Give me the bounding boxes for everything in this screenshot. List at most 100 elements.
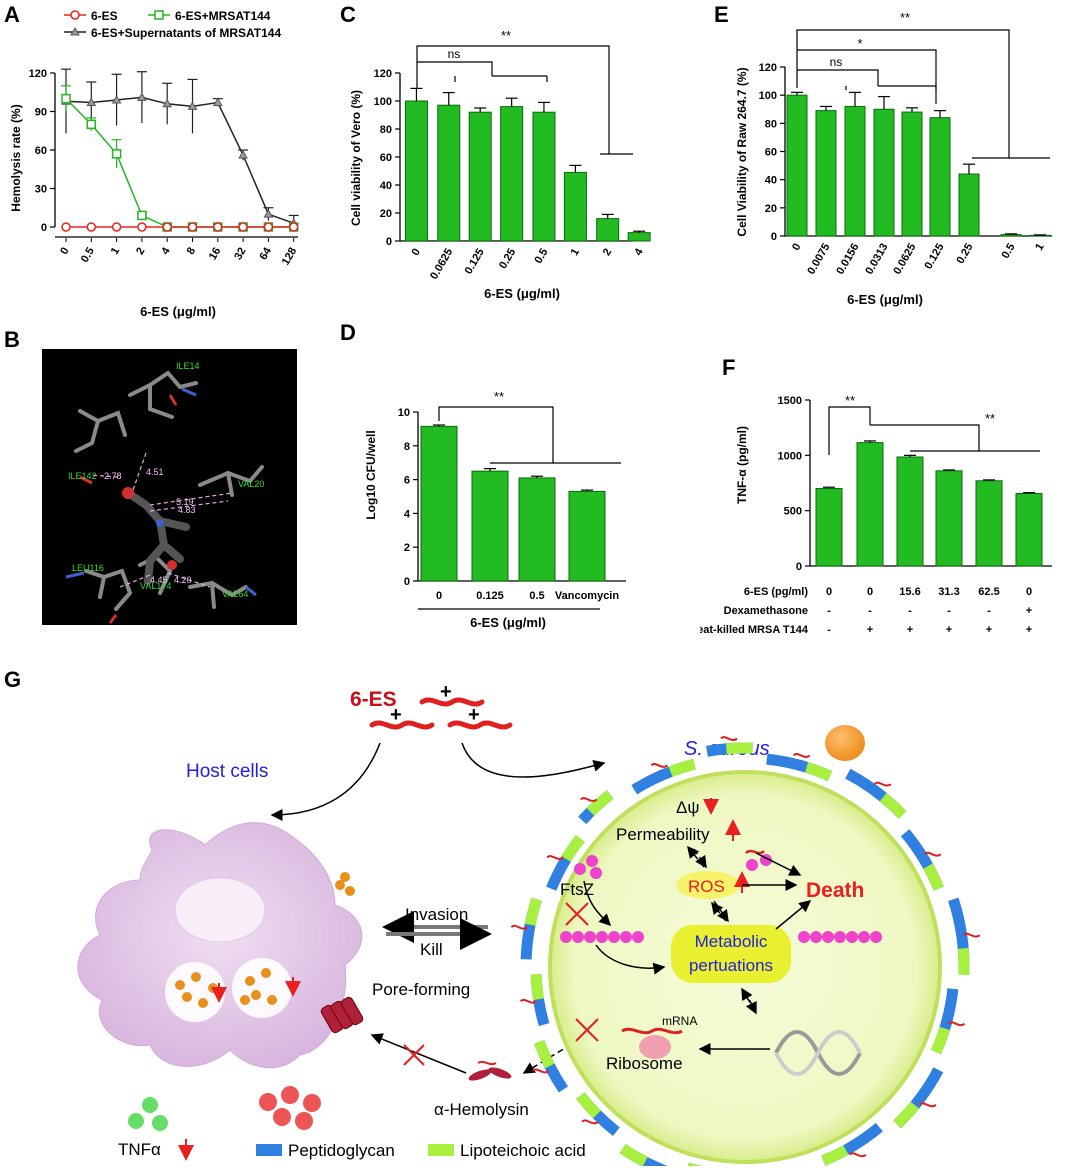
chart-e-ytick-6: 120 bbox=[759, 62, 777, 74]
chart-c-ytick-5: 100 bbox=[374, 96, 392, 108]
chart-f-bar-5 bbox=[1015, 493, 1043, 567]
chart-f-ylabel: TNF-α (pg/ml) bbox=[735, 426, 749, 504]
legend-peptidoglycan: Peptidoglycan bbox=[288, 1141, 395, 1160]
chart-e-xtick-7: 0.5 bbox=[1000, 242, 1018, 261]
chart-a-series-line-2 bbox=[65, 96, 294, 224]
chart-a-xtick-6: 16 bbox=[207, 246, 224, 263]
chart-e-ytick-5: 100 bbox=[759, 90, 777, 102]
ftsz-polymer-right bbox=[798, 931, 882, 943]
wall-lta-5 bbox=[957, 947, 970, 975]
chart-c-xtick-1: 0.0625 bbox=[428, 247, 455, 282]
pore-forming-label: Pore-forming bbox=[372, 980, 470, 999]
chart-f-row3-cell-2: + bbox=[907, 624, 913, 636]
chart-e-bar-4 bbox=[901, 111, 923, 237]
chart-e-ytick-4: 80 bbox=[765, 118, 777, 130]
chart-f-row2-cell-2: - bbox=[908, 605, 912, 617]
chart-f-ytick-3: 1500 bbox=[778, 395, 802, 407]
panel-d: D Log10 CFU/well 6-ES (μg/ml) ** 0 2 4 6 8 10… bbox=[340, 320, 670, 645]
chart-f: TNF-α (pg/ml) ** ** 6-ES (pg/ml) Dexamet… bbox=[689, 393, 1052, 636]
residue-val20: VAL20 bbox=[238, 479, 264, 489]
chart-d-ytick-5: 10 bbox=[398, 407, 410, 419]
chart-f-bar-3 bbox=[935, 470, 963, 567]
chart-e-xtick-2: 0.0156 bbox=[834, 242, 861, 277]
metabolic-line2: pertuations bbox=[689, 956, 773, 975]
wall-drug-15 bbox=[510, 924, 529, 930]
chart-f-row2-cell-0: - bbox=[827, 605, 831, 617]
chart-f-star1: ** bbox=[845, 393, 855, 408]
chart-c-star: ** bbox=[501, 28, 511, 43]
chart-a-point-0-2 bbox=[111, 222, 122, 232]
panel-d-letter: D bbox=[340, 320, 356, 345]
panel-g-letter: G bbox=[4, 667, 22, 692]
chart-a-xtick-8: 64 bbox=[257, 245, 274, 262]
chart-c-ytick-6: 120 bbox=[374, 68, 392, 80]
intracellular-bacteria bbox=[175, 872, 355, 1008]
wall-drug-3 bbox=[874, 781, 892, 787]
chart-a-xtick-9: 128 bbox=[280, 246, 300, 268]
chart-c-bar-7 bbox=[627, 232, 651, 242]
chart-c-xtick-3: 0.25 bbox=[497, 247, 518, 272]
chart-f-row3-cell-4: + bbox=[986, 624, 992, 636]
chart-c-ytick-2: 40 bbox=[380, 180, 392, 192]
cell-wall bbox=[510, 736, 981, 1171]
chart-e-ns: ns bbox=[830, 55, 843, 69]
host-cells-label: Host cells bbox=[186, 761, 268, 782]
chart-d-xtick-0: 0 bbox=[436, 590, 442, 602]
chart-f-sig-brackets bbox=[828, 406, 1040, 455]
chart-c-sig-brackets bbox=[416, 45, 633, 155]
orange-particle bbox=[825, 725, 865, 761]
ftsz-label: FtsZ bbox=[560, 880, 594, 899]
distance-3: 4.83 bbox=[178, 505, 196, 515]
tnf-label: TNFα bbox=[118, 1140, 161, 1159]
ligand bbox=[124, 489, 190, 585]
wall-drug-13 bbox=[532, 1068, 550, 1074]
chart-f-row1-cell-3: 31.3 bbox=[938, 586, 959, 598]
chart-a-point-0-8 bbox=[263, 222, 274, 232]
chart-e-sig-brackets bbox=[796, 29, 1050, 159]
drug-label: 6-ES bbox=[350, 688, 397, 711]
chart-f-row2-cell-3: - bbox=[947, 605, 951, 617]
chart-a-point-2-1 bbox=[86, 97, 97, 107]
chart-f-row3-cell-1: + bbox=[867, 624, 873, 636]
wall-drug-8 bbox=[849, 1152, 867, 1158]
dna-helix bbox=[774, 1030, 862, 1076]
dpsi-label: Δψ bbox=[676, 798, 699, 817]
chart-f-row2-cell-5: + bbox=[1026, 605, 1032, 617]
distance-4: 4.45 bbox=[150, 575, 168, 585]
chart-a-xlabel: 6-ES (μg/ml) bbox=[140, 304, 216, 319]
svg-text:+: + bbox=[468, 704, 480, 726]
nitrogen-atoms bbox=[65, 387, 257, 597]
wall-lta-7 bbox=[893, 1101, 920, 1129]
wall-drug-0 bbox=[650, 763, 669, 768]
legend-a-2: 6-ES+Supernatants of MRSAT144 bbox=[91, 26, 281, 40]
wall-lta-3 bbox=[879, 792, 907, 819]
chart-e-xtick-6: 0.25 bbox=[954, 242, 975, 267]
chart-e-ytick-0: 0 bbox=[771, 231, 777, 243]
ribosome-label: Ribosome bbox=[606, 1054, 683, 1073]
chart-e-bar-0 bbox=[786, 94, 808, 237]
chart-a-ytick-0: 0 bbox=[41, 222, 47, 234]
chart-f-row1-cell-5: 0 bbox=[1026, 586, 1032, 598]
chart-d-bar-1 bbox=[471, 470, 509, 582]
chart-e-xtick-5: 0.125 bbox=[922, 242, 946, 272]
chart-c-ytick-4: 80 bbox=[380, 124, 392, 136]
chart-d-xtick-1: 0.125 bbox=[476, 590, 504, 602]
distance-2: 5.19 bbox=[176, 497, 194, 507]
chart-f-ytick-1: 500 bbox=[784, 506, 802, 518]
chart-e-xtick-1: 0.0075 bbox=[805, 242, 832, 277]
chart-a-point-2-6 bbox=[212, 97, 223, 107]
wall-drug-12 bbox=[581, 1119, 599, 1125]
pathway-arrows bbox=[583, 845, 812, 1055]
chart-c-bar-0 bbox=[404, 100, 428, 242]
chart-f-ytick-0: 0 bbox=[796, 561, 802, 573]
wall-lta-2 bbox=[804, 762, 833, 782]
chart-c: Cell viability of Vero (%) 6-ES (μg/ml) … bbox=[349, 28, 651, 301]
panel-g: G 6-ES bbox=[0, 655, 1065, 1171]
panel-b-letter: B bbox=[4, 327, 20, 352]
chart-e-bar-6 bbox=[958, 173, 980, 237]
residue-leu116: LEU116 bbox=[72, 563, 104, 573]
chart-e: Cell Viability of Raw 264.7 (%) 6-ES (μg… bbox=[735, 10, 1052, 307]
permeability-label: Permeability bbox=[616, 825, 710, 844]
wall-drug-2 bbox=[792, 753, 811, 758]
ros-label: ROS bbox=[688, 877, 725, 896]
